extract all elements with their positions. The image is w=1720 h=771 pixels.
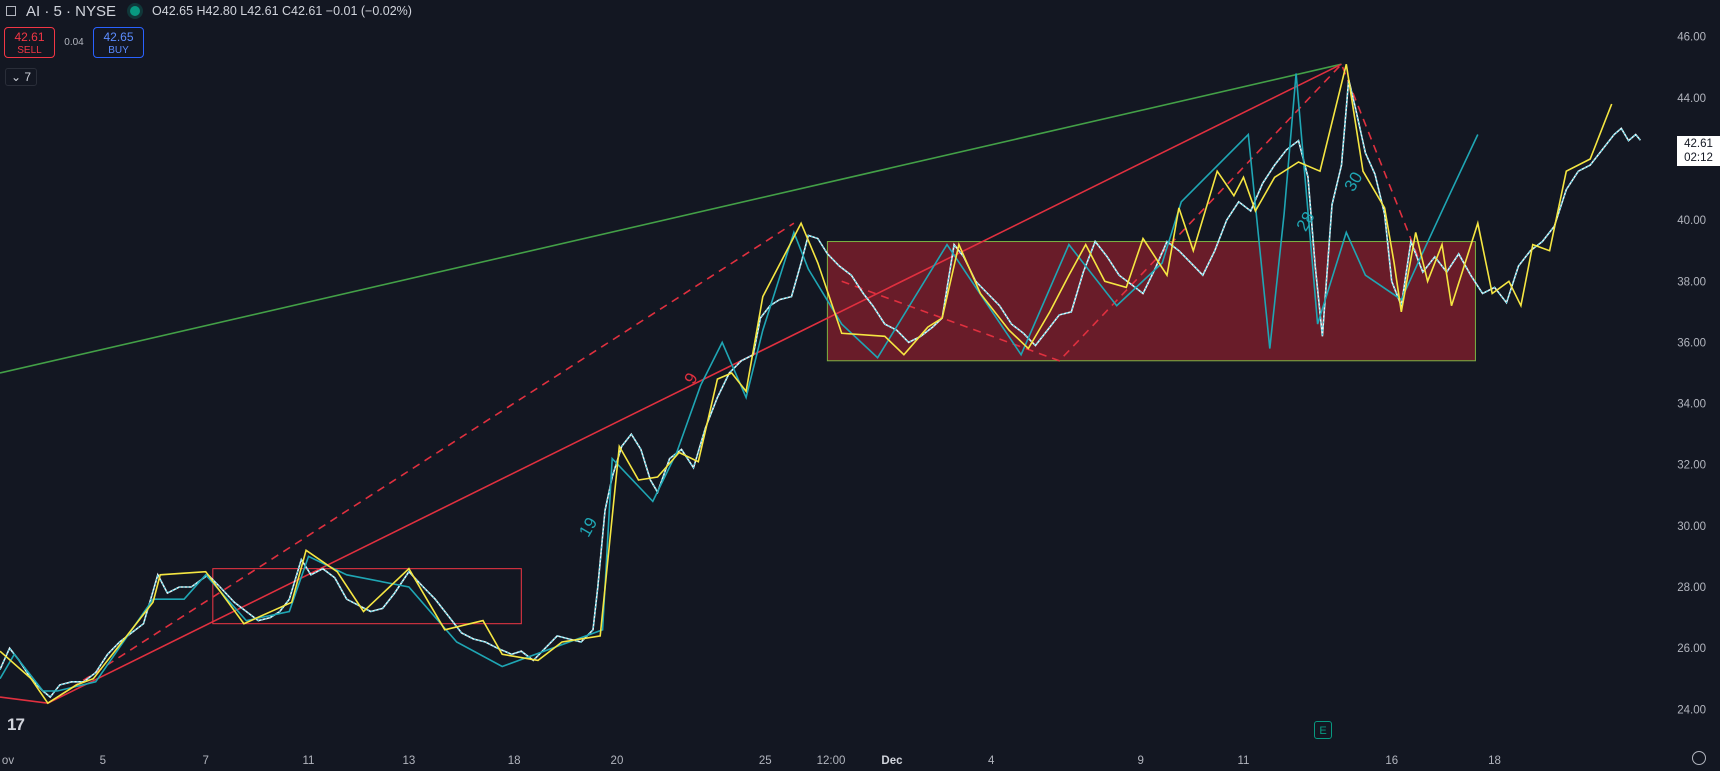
last-price: 42.61	[1684, 138, 1713, 150]
wave-label: 9	[680, 370, 701, 388]
buy-price: 42.65	[103, 30, 134, 44]
zigzag-teal-line	[0, 73, 1479, 692]
y-tick-label: 40.00	[1677, 215, 1706, 227]
wave-label: 28	[1293, 208, 1319, 234]
y-tick-label: 36.00	[1677, 337, 1706, 349]
indicators-toggle-button[interactable]: ⌄ 7	[5, 68, 38, 86]
x-tick-label: 16	[1385, 755, 1398, 767]
sell-label: SELL	[17, 45, 42, 56]
y-tick-label: 24.00	[1677, 704, 1706, 716]
buy-label: BUY	[108, 45, 129, 56]
earnings-marker-icon[interactable]: E	[1314, 721, 1332, 739]
zigzag-yellow-line	[0, 64, 1613, 705]
settings-icon[interactable]	[1692, 751, 1706, 765]
symbol-title[interactable]: AI · 5 · NYSE	[26, 2, 117, 20]
x-tick-label: 5	[100, 755, 106, 767]
range-box	[212, 568, 522, 625]
y-tick-label: 38.00	[1677, 276, 1706, 288]
trendline	[0, 63, 1342, 705]
y-tick-label: 30.00	[1677, 521, 1706, 533]
y-tick-label: 28.00	[1677, 582, 1706, 594]
trade-panel: 42.61 SELL 0.04 42.65 BUY	[4, 27, 144, 58]
tradingview-logo[interactable]: 17	[7, 715, 25, 734]
x-tick-label: 25	[759, 755, 772, 767]
x-tick-label: 11	[303, 755, 315, 767]
x-tick-label: 18	[1488, 755, 1501, 767]
x-tick-label: ov	[2, 755, 14, 767]
buy-button[interactable]: 42.65 BUY	[93, 27, 144, 58]
trendline	[0, 63, 1342, 374]
x-tick-label: 9	[1137, 755, 1143, 767]
y-tick-label: 26.00	[1677, 643, 1706, 655]
price-axis	[1676, 0, 1720, 771]
x-tick-label: 20	[611, 755, 624, 767]
y-tick-label: 44.00	[1677, 93, 1706, 105]
sell-price: 42.61	[14, 30, 45, 44]
price-line-overlay	[0, 79, 1641, 698]
x-tick-label: 7	[202, 755, 208, 767]
x-tick-label: 12:00	[817, 755, 846, 767]
range-box	[826, 241, 1476, 362]
x-tick-label: 13	[403, 755, 416, 767]
trendline	[841, 62, 1419, 362]
y-tick-label: 34.00	[1677, 399, 1706, 411]
x-tick-label: 4	[988, 755, 995, 767]
spread-value: 0.04	[64, 37, 84, 48]
wave-label: 19	[575, 514, 601, 540]
ohlc-values: O42.65 H42.80 L42.61 C42.61 −0.01 (−0.02…	[152, 4, 412, 18]
x-tick-label: Dec	[881, 755, 903, 767]
x-tick-label: 11	[1238, 755, 1250, 767]
symbol-header: AI · 5 · NYSE O42.65 H42.80 L42.61 C42.6…	[0, 0, 412, 22]
chevron-down-icon: ⌄	[11, 70, 22, 84]
y-tick-label: 32.00	[1677, 460, 1706, 472]
trendline	[47, 222, 795, 704]
chart-type-icon[interactable]	[6, 6, 16, 16]
wave-label: 30	[1340, 169, 1366, 195]
y-tick-label: 46.00	[1677, 32, 1706, 44]
last-price-label: 42.61 02:12	[1677, 136, 1720, 166]
indicator-count: 7	[24, 70, 32, 84]
bar-countdown: 02:12	[1684, 152, 1713, 164]
sell-button[interactable]: 42.61 SELL	[4, 27, 55, 58]
market-status-icon	[130, 6, 141, 16]
x-tick-label: 18	[508, 755, 521, 767]
